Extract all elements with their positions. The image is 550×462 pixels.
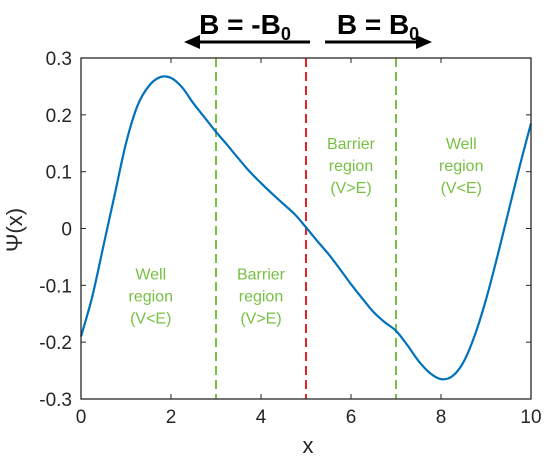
- y-tick-label: -0.1: [39, 276, 72, 297]
- region-annotation-line: (V>E): [330, 180, 371, 197]
- magnetic-field-annotations: B = -B0 B = B0: [184, 9, 432, 49]
- plot-area: Well region (V<E)Barrier region (V>E)Barrier…: [79, 58, 533, 399]
- x-tick-label: 6: [346, 407, 357, 428]
- x-axis-label: x: [303, 433, 314, 458]
- y-tick-label: 0.3: [46, 49, 72, 70]
- y-tick-label: 0.1: [46, 163, 72, 184]
- region-annotation-line: (V<E): [130, 311, 171, 328]
- region-annotation-line: (V<E): [441, 180, 482, 197]
- y-tick-label: 0.2: [46, 106, 72, 127]
- x-tick-label: 2: [166, 407, 177, 428]
- region-annotation-line: region: [239, 289, 283, 306]
- left-field-label: B = -B0: [199, 9, 291, 44]
- region-annotation-line: region: [329, 158, 373, 175]
- region-annotation-line: region: [129, 289, 173, 306]
- y-tick-label: 0: [61, 220, 72, 241]
- right-arrow: [325, 35, 432, 49]
- region-annotation-line: (V>E): [240, 311, 281, 328]
- region-annotation-2: Barrier region (V>E): [327, 136, 376, 197]
- region-annotation-line: Well: [135, 267, 166, 284]
- x-tick-label: 10: [520, 407, 541, 428]
- region-annotation-line: Barrier: [327, 136, 376, 153]
- region-annotation-0: Well region (V<E): [129, 267, 173, 328]
- y-axis-label: Ψ(x): [2, 208, 27, 252]
- left-arrow: [184, 35, 310, 49]
- x-tick-label: 8: [436, 407, 447, 428]
- y-tick-label: -0.3: [39, 390, 72, 411]
- x-tick-label: 0: [76, 407, 87, 428]
- series-line-0: [79, 75, 533, 381]
- region-annotation-1: Barrier region (V>E): [237, 267, 286, 328]
- x-tick-label: 4: [256, 407, 267, 428]
- region-annotation-line: region: [439, 158, 483, 175]
- axes: 0 2 4 6 8 10 -0.3 -0.2 -0.1 0 0.1 0.2 0.3: [39, 49, 541, 428]
- y-tick-label: -0.2: [39, 333, 72, 354]
- region-annotation-3: Well region (V<E): [439, 136, 483, 197]
- region-annotation-line: Well: [446, 136, 477, 153]
- region-annotation-line: Barrier: [237, 267, 286, 284]
- right-field-label: B = B0: [337, 9, 419, 44]
